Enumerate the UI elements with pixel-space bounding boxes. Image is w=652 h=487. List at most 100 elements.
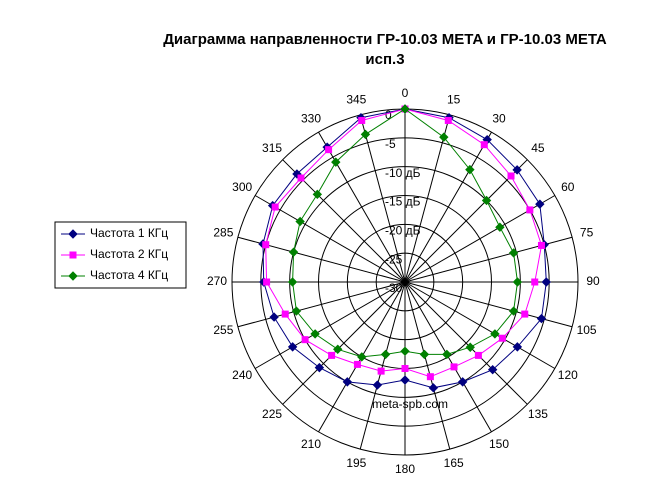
marker (465, 164, 475, 175)
spoke (254, 281, 406, 369)
legend-label: Частота 4 КГц (90, 268, 168, 282)
marker (498, 334, 506, 342)
spoke (404, 159, 528, 283)
legend-label: Частота 1 КГц (90, 226, 168, 240)
r-tick-label: -25 (385, 252, 403, 266)
r-tick-label: -30 (385, 281, 403, 295)
angle-label: 180 (395, 462, 415, 476)
marker (439, 132, 449, 142)
marker (536, 313, 547, 324)
marker (333, 344, 343, 354)
spoke (359, 114, 406, 283)
series (287, 104, 523, 362)
angle-label: 135 (528, 407, 548, 421)
spoke (404, 131, 492, 283)
spoke (282, 281, 406, 405)
legend-label: Частота 2 КГц (90, 247, 168, 261)
spoke (237, 281, 406, 328)
marker (465, 342, 475, 352)
angle-label: 165 (444, 456, 464, 470)
angle-label: 150 (489, 437, 509, 451)
marker (531, 278, 539, 286)
marker (281, 310, 289, 318)
marker (68, 271, 78, 281)
r-tick-label: -20 дБ (385, 224, 421, 238)
marker (512, 165, 522, 175)
spoke (404, 281, 451, 450)
angle-label: 315 (262, 141, 282, 155)
marker (68, 229, 78, 239)
marker (400, 375, 410, 385)
spoke (404, 281, 556, 369)
series (262, 105, 545, 381)
marker (314, 362, 325, 373)
marker (401, 365, 409, 372)
marker (287, 342, 298, 352)
marker (377, 367, 385, 375)
marker (526, 206, 534, 214)
marker (353, 360, 361, 368)
angle-label: 195 (346, 456, 366, 470)
angle-label: 255 (213, 323, 233, 337)
spoke (318, 131, 406, 283)
marker (372, 380, 383, 390)
marker (269, 312, 279, 322)
angle-label: 105 (577, 323, 597, 337)
marker (331, 157, 341, 167)
angle-label: 210 (301, 437, 321, 451)
angle-label: 30 (492, 111, 506, 125)
angle-label: 60 (561, 180, 575, 194)
spoke (404, 281, 528, 405)
marker (442, 349, 452, 360)
marker (263, 278, 271, 286)
marker (507, 172, 515, 180)
angle-label: 225 (262, 407, 282, 421)
marker (508, 306, 519, 316)
marker (400, 104, 410, 114)
marker (537, 241, 545, 249)
marker (508, 248, 519, 258)
annotation: meta-spb.com (372, 397, 448, 411)
marker (535, 199, 545, 209)
marker (380, 349, 391, 360)
marker (487, 364, 498, 375)
angle-label: 285 (213, 226, 233, 240)
marker (310, 329, 320, 339)
angle-label: 75 (580, 226, 594, 240)
angle-label: 45 (531, 141, 545, 155)
marker (512, 277, 523, 287)
chart-title: исп.3 (365, 51, 404, 68)
r-tick-label: -10 дБ (385, 166, 421, 180)
spoke (404, 114, 451, 283)
marker (400, 346, 410, 356)
angle-label: 240 (232, 368, 252, 382)
angle-label: 0 (402, 86, 409, 100)
chart-title: Диаграмма направленности ГР-10.03 META и… (163, 31, 607, 48)
spoke (359, 281, 406, 450)
marker (328, 351, 336, 359)
marker (291, 306, 302, 316)
spoke (254, 195, 406, 283)
marker (490, 329, 500, 339)
marker (301, 336, 309, 344)
marker (262, 241, 270, 249)
marker (271, 203, 279, 211)
angle-label: 300 (232, 180, 252, 194)
marker (521, 310, 529, 318)
angle-label: 120 (558, 368, 578, 382)
marker (297, 174, 305, 182)
marker (295, 216, 305, 227)
angle-label: 345 (346, 93, 366, 107)
angle-label: 330 (301, 111, 321, 125)
marker (360, 129, 371, 140)
marker (512, 342, 523, 352)
marker (444, 116, 452, 124)
r-tick-label: -5 (385, 137, 396, 151)
r-tick-label: 0 (385, 108, 392, 122)
marker (426, 373, 434, 381)
marker (541, 277, 551, 287)
r-tick-label: -15 дБ (385, 195, 421, 209)
marker (495, 222, 505, 232)
angle-label: 90 (586, 274, 600, 288)
angle-label: 15 (447, 93, 461, 107)
